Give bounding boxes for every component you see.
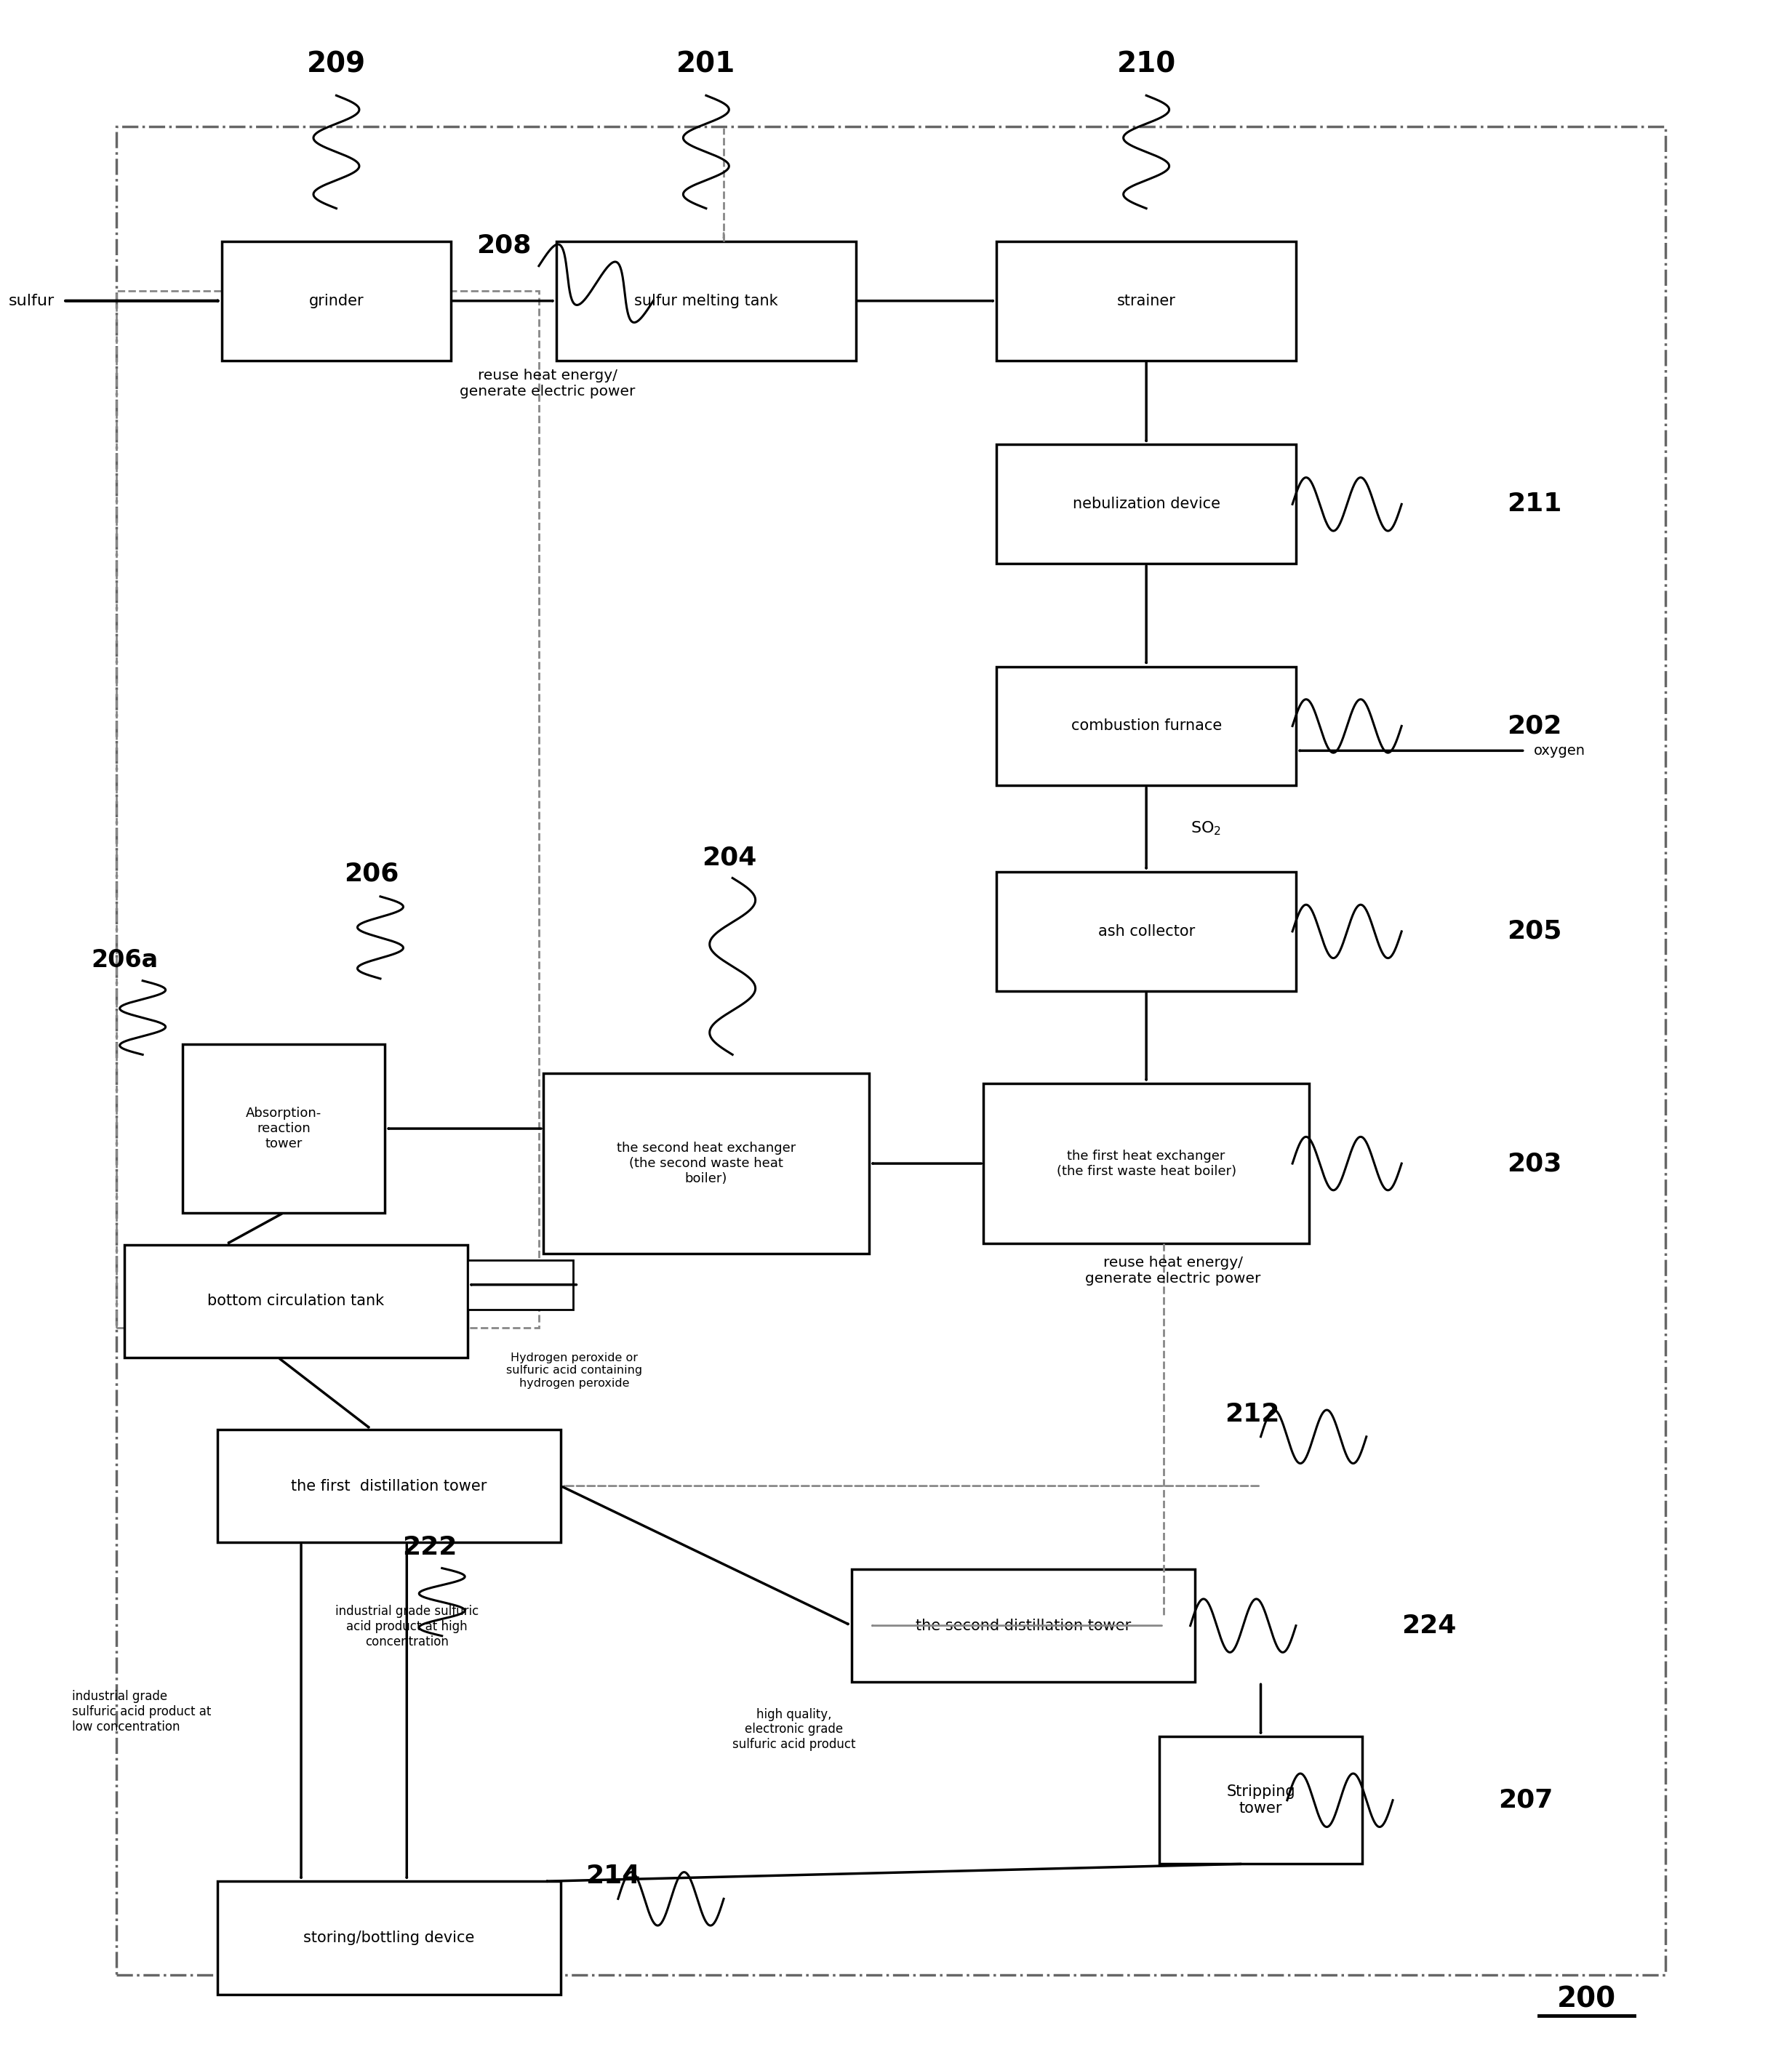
Text: 205: 205	[1507, 919, 1563, 943]
Text: the first heat exchanger
(the first waste heat boiler): the first heat exchanger (the first wast…	[1057, 1149, 1236, 1178]
FancyBboxPatch shape	[996, 871, 1296, 991]
FancyBboxPatch shape	[996, 445, 1296, 564]
Text: nebulization device: nebulization device	[1072, 496, 1220, 511]
Text: 208: 208	[477, 233, 530, 258]
Text: 214: 214	[586, 1864, 640, 1889]
FancyBboxPatch shape	[1159, 1737, 1362, 1864]
Text: SO$_2$: SO$_2$	[1190, 820, 1220, 836]
FancyBboxPatch shape	[984, 1084, 1310, 1244]
Text: oxygen: oxygen	[1534, 744, 1586, 758]
FancyBboxPatch shape	[996, 667, 1296, 785]
Text: Absorption-
reaction
tower: Absorption- reaction tower	[246, 1106, 321, 1149]
Text: industrial grade
sulfuric acid product at
low concentration: industrial grade sulfuric acid product a…	[72, 1691, 211, 1735]
Text: the second heat exchanger
(the second waste heat
boiler): the second heat exchanger (the second wa…	[616, 1141, 796, 1184]
Text: strainer: strainer	[1116, 295, 1176, 309]
Text: 203: 203	[1507, 1152, 1563, 1176]
Text: 222: 222	[401, 1535, 457, 1559]
Text: reuse heat energy/
generate electric power: reuse heat energy/ generate electric pow…	[461, 369, 636, 398]
Text: Stripping
tower: Stripping tower	[1226, 1784, 1296, 1817]
Text: the first  distillation tower: the first distillation tower	[292, 1479, 487, 1493]
Text: 206: 206	[344, 861, 400, 886]
FancyBboxPatch shape	[543, 1073, 869, 1255]
Text: 224: 224	[1401, 1613, 1457, 1638]
Text: the second distillation tower: the second distillation tower	[916, 1619, 1131, 1634]
Text: 212: 212	[1224, 1401, 1279, 1426]
Text: 207: 207	[1498, 1788, 1554, 1813]
Text: 210: 210	[1116, 52, 1176, 78]
FancyBboxPatch shape	[217, 1881, 561, 1994]
Text: 206a: 206a	[91, 948, 158, 972]
Text: combustion furnace: combustion furnace	[1072, 719, 1222, 733]
Text: sulfur: sulfur	[9, 295, 54, 309]
FancyBboxPatch shape	[124, 1244, 468, 1358]
Text: 200: 200	[1557, 1986, 1616, 2013]
Text: sulfur melting tank: sulfur melting tank	[634, 295, 778, 309]
FancyBboxPatch shape	[851, 1570, 1195, 1683]
Text: bottom circulation tank: bottom circulation tank	[208, 1294, 383, 1308]
Text: high quality,
electronic grade
sulfuric acid product: high quality, electronic grade sulfuric …	[733, 1708, 857, 1751]
FancyBboxPatch shape	[468, 1261, 573, 1310]
Text: 211: 211	[1507, 492, 1563, 517]
Text: grinder: grinder	[308, 295, 364, 309]
Text: storing/bottling device: storing/bottling device	[303, 1930, 475, 1945]
FancyBboxPatch shape	[557, 241, 857, 360]
FancyBboxPatch shape	[222, 241, 452, 360]
Text: 204: 204	[702, 845, 756, 869]
Text: industrial grade sulfuric
acid product at high
concentration: industrial grade sulfuric acid product a…	[335, 1605, 478, 1648]
Text: 201: 201	[677, 52, 737, 78]
Text: reuse heat energy/
generate electric power: reuse heat energy/ generate electric pow…	[1084, 1257, 1260, 1285]
Text: ash collector: ash collector	[1098, 925, 1195, 939]
Text: 209: 209	[306, 52, 366, 78]
FancyBboxPatch shape	[217, 1430, 561, 1543]
Text: 202: 202	[1507, 713, 1563, 737]
FancyBboxPatch shape	[183, 1044, 385, 1213]
FancyBboxPatch shape	[996, 241, 1296, 360]
Text: Hydrogen peroxide or
sulfuric acid containing
hydrogen peroxide: Hydrogen peroxide or sulfuric acid conta…	[505, 1353, 642, 1388]
